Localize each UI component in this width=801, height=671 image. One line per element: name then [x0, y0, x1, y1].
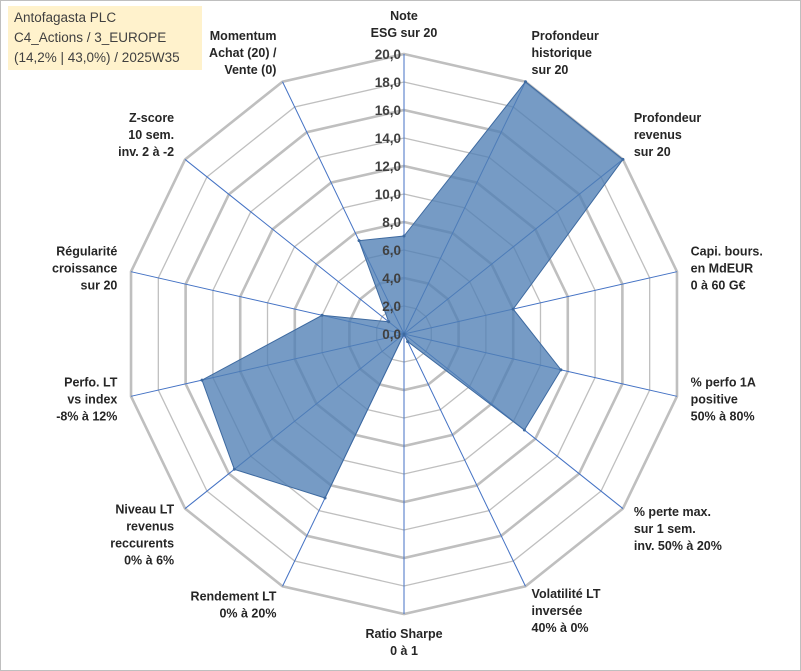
axis-label: Note ESG sur 20 — [371, 9, 438, 40]
axis-label-line: Profondeur — [532, 29, 599, 43]
axis-label-line: inv. 50% à 20% — [634, 539, 722, 553]
axis-label: Z-score 10 sem. inv. 2 à -2 — [118, 111, 174, 159]
data-point — [522, 428, 526, 432]
axis-label-line: en MdEUR — [691, 262, 754, 276]
axis-label: Volatilité LT inversée 40% à 0% — [532, 587, 601, 635]
axis-label-line: 40% à 0% — [532, 621, 589, 635]
axis-label-line: 0% à 20% — [219, 606, 276, 620]
axis-label-line: Profondeur — [634, 111, 701, 125]
axis-label: Capi. bours. en MdEUR 0 à 60 G€ — [691, 245, 763, 293]
axis-label: Niveau LT revenus reccurents 0% à 6% — [110, 503, 174, 568]
axis-label-line: Rendement LT — [191, 589, 277, 603]
axis-label-line: sur 1 sem. — [634, 522, 696, 536]
data-point — [559, 368, 563, 372]
tick-label: 20,0 — [375, 47, 401, 62]
axis-label-line: inv. 2 à -2 — [118, 145, 174, 159]
header-line-category: C4_Actions / 3_EUROPE — [14, 30, 167, 45]
tick-label: 0,0 — [382, 327, 401, 342]
axis-label-line: Vente (0) — [224, 63, 276, 77]
axis-label-line: Z-score — [129, 111, 174, 125]
data-point — [621, 157, 625, 161]
data-point — [357, 239, 361, 243]
chart-header: Antofagasta PLC C4_Actions / 3_EUROPE (1… — [8, 6, 202, 70]
tick-label: 4,0 — [382, 271, 401, 286]
axis-label-line: 0 à 60 G€ — [691, 279, 746, 293]
header-line-period: (14,2% | 43,0%) / 2025W35 — [14, 50, 180, 65]
axis-label-line: inversée — [532, 604, 583, 618]
axis-label-line: Achat (20) / — [209, 46, 277, 60]
axis-label-line: Capi. bours. — [691, 245, 763, 259]
data-series-area — [201, 81, 624, 499]
axis-label-line: -8% à 12% — [56, 409, 117, 423]
axis-label-line: positive — [691, 392, 738, 406]
tick-label: 6,0 — [382, 243, 401, 258]
data-point — [402, 234, 406, 238]
data-point — [387, 320, 391, 324]
axis-label-line: croissance — [52, 262, 117, 276]
axis-label-line: 0 à 1 — [390, 644, 418, 658]
axis-label-line: sur 20 — [81, 279, 118, 293]
data-point — [320, 313, 324, 317]
axis-label-line: Note — [390, 9, 418, 23]
axis-label: % perfo 1A positive 50% à 80% — [691, 375, 756, 423]
axis-label: Ratio Sharpe 0 à 1 — [365, 627, 442, 658]
tick-label: 2,0 — [382, 299, 401, 314]
data-point — [402, 332, 406, 336]
axis-label-line: 50% à 80% — [691, 409, 755, 423]
axis-label: Perfo. LT vs index -8% à 12% — [56, 375, 118, 423]
axis-label-line: % perfo 1A — [691, 375, 756, 389]
tick-label: 16,0 — [375, 103, 401, 118]
axis-label: % perte max. sur 1 sem. inv. 50% à 20% — [634, 505, 722, 553]
header-line-company: Antofagasta PLC — [14, 10, 117, 25]
axis-label-line: sur 20 — [532, 63, 569, 77]
tick-label: 10,0 — [375, 187, 401, 202]
axis-spoke — [403, 333, 526, 587]
axis-label-line: % perte max. — [634, 505, 711, 519]
axis-label-line: revenus — [126, 520, 174, 534]
axis-spoke — [184, 159, 405, 335]
axis-label-line: 0% à 6% — [124, 554, 174, 568]
data-point — [406, 340, 410, 344]
axis-label-line: revenus — [634, 128, 682, 142]
tick-label: 8,0 — [382, 215, 401, 230]
tick-label: 12,0 — [375, 159, 401, 174]
axis-label-line: historique — [532, 46, 592, 60]
axis-label-line: Volatilité LT — [532, 587, 601, 601]
axis-label-line: 10 sem. — [128, 128, 174, 142]
data-point — [523, 80, 527, 84]
data-point — [200, 378, 204, 382]
data-point — [232, 467, 236, 471]
axis-label-line: vs index — [67, 392, 117, 406]
axis-label: Régularité croissance sur 20 — [52, 245, 117, 293]
axis-label-line: Perfo. LT — [64, 375, 118, 389]
axis-label: Profondeur historique sur 20 — [532, 29, 599, 77]
axis-label-line: Momentum — [210, 29, 277, 43]
axis-label-line: Ratio Sharpe — [365, 627, 442, 641]
axis-label-line: Régularité — [56, 245, 117, 259]
data-point — [323, 496, 327, 500]
axis-label-line: reccurents — [110, 537, 174, 551]
axis-label-line: Niveau LT — [115, 503, 174, 517]
axis-label: Rendement LT 0% à 20% — [191, 589, 277, 620]
axis-label-line: sur 20 — [634, 145, 671, 159]
axis-label: Profondeur revenus sur 20 — [634, 111, 701, 159]
data-point — [511, 307, 515, 311]
tick-label: 18,0 — [375, 75, 401, 90]
axis-label: Momentum Achat (20) / Vente (0) — [209, 29, 277, 77]
axis-label-line: ESG sur 20 — [371, 26, 438, 40]
tick-label: 14,0 — [375, 131, 401, 146]
